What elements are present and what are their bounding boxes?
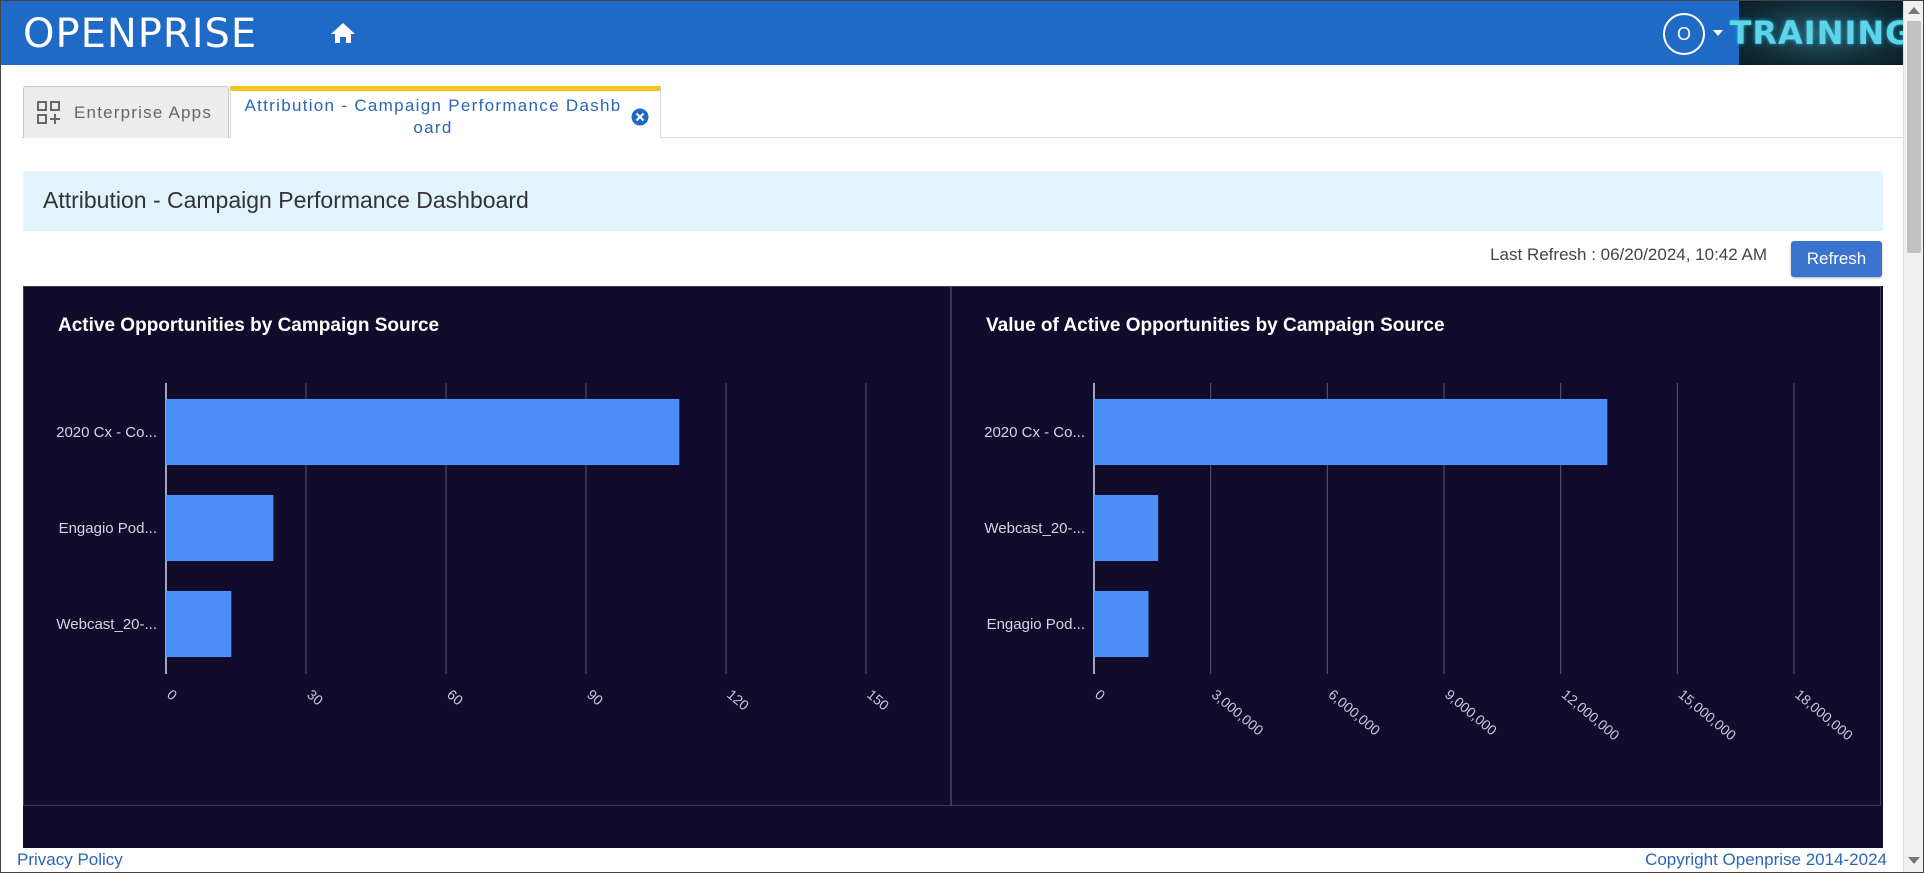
x-tick-label: 6,000,000: [1325, 686, 1383, 738]
x-tick-label: 15,000,000: [1675, 686, 1739, 743]
scroll-up-icon[interactable]: [1908, 7, 1920, 14]
x-tick-label: 150: [864, 686, 892, 713]
refresh-button[interactable]: Refresh: [1791, 241, 1882, 277]
user-avatar[interactable]: O: [1663, 13, 1705, 55]
category-label: 2020 Cx - Co...: [984, 424, 1085, 441]
x-tick-label: 90: [584, 686, 606, 708]
chart-title: Active Opportunities by Campaign Source: [58, 315, 440, 336]
chart-panel-value-opportunities[interactable]: Value of Active Opportunities by Campaig…: [951, 286, 1881, 806]
chart-panel-active-opportunities[interactable]: Active Opportunities by Campaign Source …: [23, 286, 951, 806]
category-label: Engagio Pod...: [987, 616, 1085, 633]
x-tick-label: 12,000,000: [1559, 686, 1623, 743]
bar[interactable]: [1094, 591, 1149, 657]
scroll-down-icon[interactable]: [1908, 857, 1920, 864]
bar[interactable]: [166, 399, 680, 465]
training-badge: TRAINING: [1730, 1, 1911, 65]
x-tick-label: 18,000,000: [1792, 686, 1856, 743]
x-tick-label: 0: [1092, 686, 1108, 703]
training-badge-label: TRAINING: [1729, 14, 1913, 52]
bar[interactable]: [166, 495, 274, 561]
apps-icon: [37, 100, 60, 124]
top-header: OPENPRISE O TRAINING: [1, 1, 1911, 65]
category-label: Webcast_20-...: [56, 616, 157, 633]
copyright-text: Copyright Openprise 2014-2024: [1645, 850, 1887, 869]
tab-bar-divider: [21, 137, 1903, 138]
category-label: Webcast_20-...: [984, 520, 1085, 537]
x-tick-label: 3,000,000: [1209, 686, 1267, 738]
home-icon[interactable]: [329, 21, 357, 45]
vertical-scrollbar[interactable]: [1903, 1, 1923, 872]
chevron-down-icon[interactable]: [1713, 30, 1723, 36]
chart-active-opportunities[interactable]: 0 30 60 90 120 150 2020 Cx - Co... Engagio Pod.…: [24, 287, 950, 805]
chart-value-opportunities[interactable]: 0 3,000,000 6,000,000 9,000,000 12,000,000 15…: [952, 287, 1880, 805]
bar[interactable]: [166, 591, 232, 657]
dashboard-title-band: Attribution - Campaign Performance Dashb…: [23, 171, 1883, 231]
scroll-thumb[interactable]: [1907, 21, 1921, 253]
category-label: 2020 Cx - Co...: [56, 424, 157, 441]
x-tick-label: 9,000,000: [1442, 686, 1500, 738]
footer: Privacy Policy Copyright Openprise 2014-…: [1, 848, 1903, 872]
close-icon[interactable]: [631, 108, 649, 126]
x-tick-label: 120: [724, 686, 752, 713]
x-tick-label: 0: [164, 686, 180, 703]
last-refresh-text: Last Refresh : 06/20/2024, 10:42 AM: [1490, 245, 1767, 264]
x-tick-label: 60: [444, 686, 466, 708]
tab-enterprise-apps-label: Enterprise Apps: [74, 102, 213, 122]
chart-title: Value of Active Opportunities by Campaig…: [986, 315, 1445, 336]
category-label: Engagio Pod...: [59, 520, 157, 537]
dashboard-canvas: Active Opportunities by Campaign Source …: [23, 286, 1883, 848]
tab-enterprise-apps[interactable]: Enterprise Apps: [23, 86, 229, 138]
privacy-policy-link[interactable]: Privacy Policy: [17, 850, 123, 869]
page-title: Attribution - Campaign Performance Dashb…: [43, 187, 529, 213]
bar[interactable]: [1094, 495, 1159, 561]
x-tick-label: 30: [304, 686, 326, 708]
tab-attribution-dashboard-label: Attribution - Campaign Performance Dashb…: [244, 96, 622, 137]
bar[interactable]: [1094, 399, 1608, 465]
openprise-logo[interactable]: OPENPRISE: [23, 11, 258, 57]
tab-attribution-dashboard[interactable]: Attribution - Campaign Performance Dashb…: [230, 86, 661, 138]
